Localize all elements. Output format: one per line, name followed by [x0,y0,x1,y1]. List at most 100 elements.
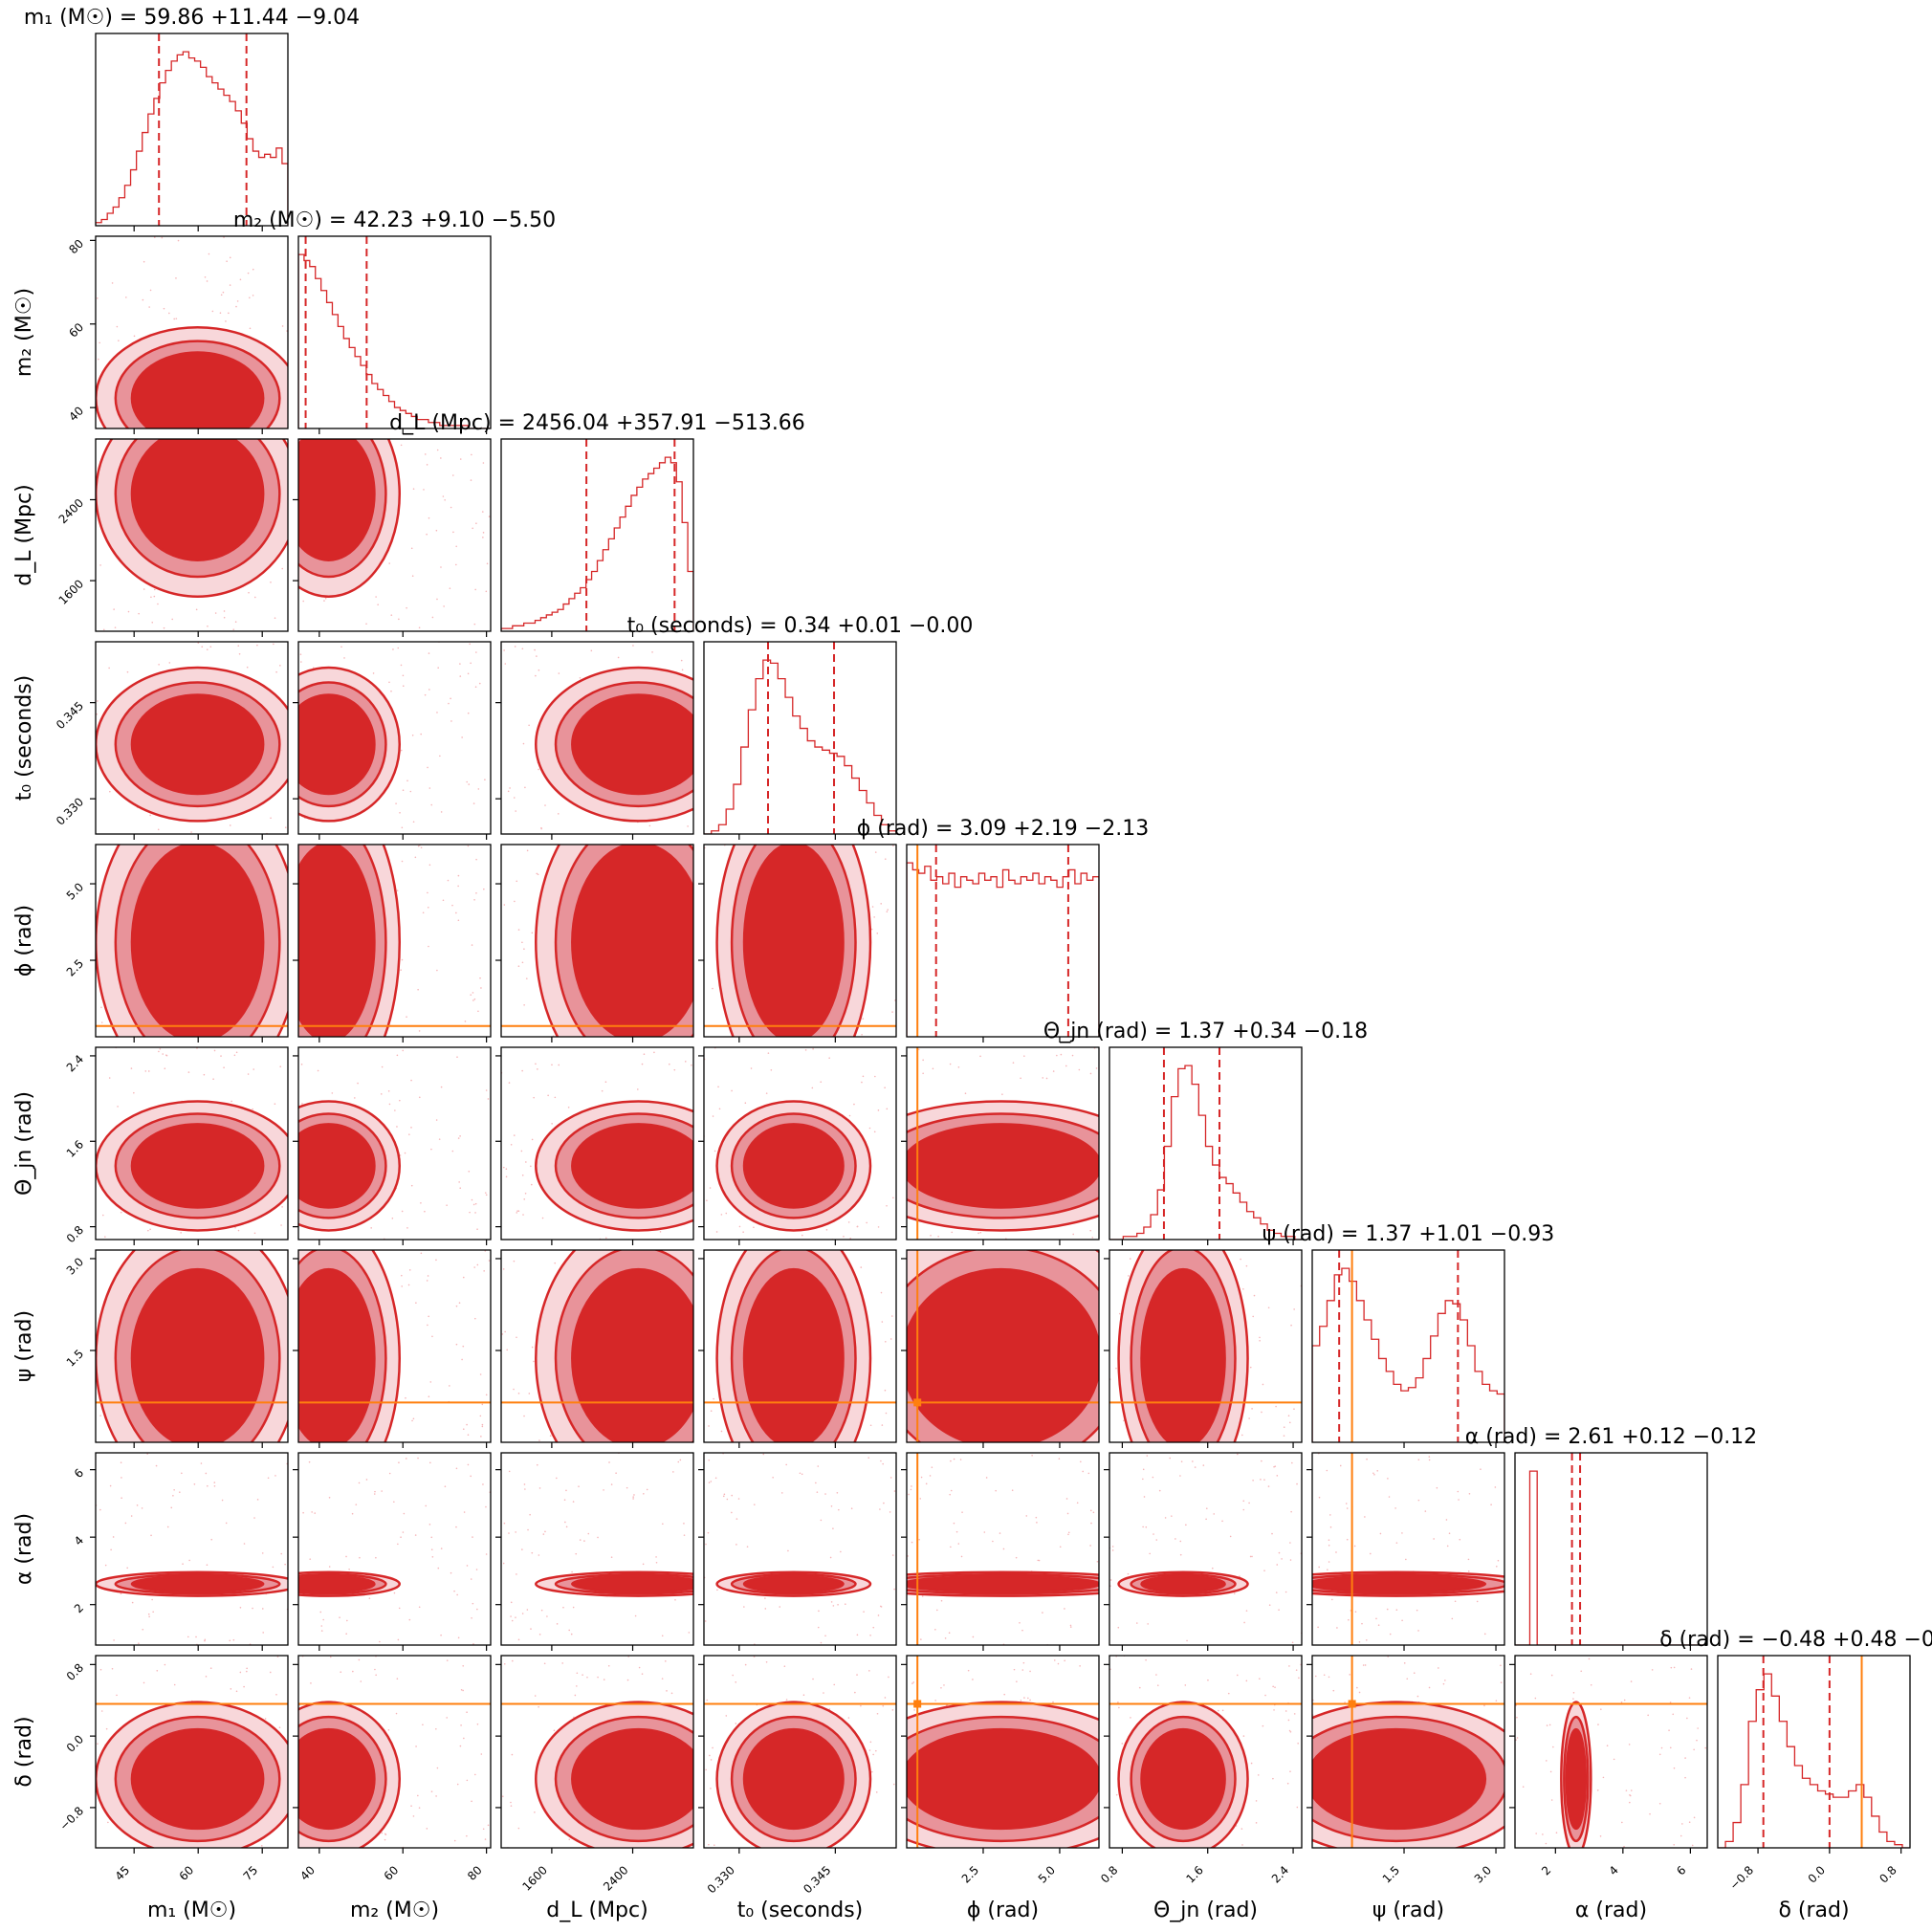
sample-point [195,1636,197,1638]
panel-t0-vs-m1 [90,641,289,840]
contour-level-1 [742,1574,845,1593]
sample-point [1629,1801,1631,1804]
sample-point [340,646,342,648]
sample-point [738,1225,741,1228]
sample-point [417,845,420,847]
sample-point [480,987,482,989]
sample-point [483,1270,485,1272]
sample-point [157,603,159,605]
sample-point [936,1609,938,1612]
sample-point [820,1519,823,1522]
sample-point [521,1548,523,1550]
sample-point [531,1346,534,1349]
sample-point [922,1072,924,1075]
sample-point [1240,1258,1241,1261]
panel-frame [500,438,694,632]
sample-point [1241,1844,1243,1846]
sample-point [397,647,400,649]
sample-point [521,941,523,944]
sample-point [109,790,111,793]
panel-m2-vs-m1 [90,235,289,434]
sample-point [456,1056,458,1058]
sample-point [1029,1670,1031,1673]
y-tick-label-dL: 1600 [56,577,86,606]
sample-point [1375,1617,1377,1620]
sample-point [365,623,367,626]
sample-point [670,1692,673,1695]
sample-point [420,846,423,849]
sample-point [558,1064,560,1066]
sample-point [428,516,430,519]
sample-point [1202,1464,1205,1466]
sample-point [767,1052,770,1054]
sample-point [1416,1695,1419,1698]
sample-point [634,1614,637,1617]
sample-point [753,1656,756,1658]
sample-point [229,1639,231,1642]
sample-point [1155,1539,1158,1541]
panel-t0-vs-m2 [293,641,492,840]
sample-point [474,1212,476,1214]
sample-point [452,531,454,534]
sample-point [871,1770,873,1773]
sample-point [1284,1591,1287,1593]
sample-point [466,1834,468,1837]
sample-point [149,1228,151,1231]
sample-point [406,779,408,782]
sample-point [1332,1689,1335,1692]
sample-point [410,1127,412,1129]
sample-point [812,1678,814,1680]
sample-point [880,903,883,905]
contour-level-1 [1140,1727,1226,1831]
sample-point [816,1491,819,1493]
sample-point [237,645,240,647]
sample-point [1035,1516,1038,1519]
sample-point [1283,1426,1285,1429]
sample-point [422,1723,424,1726]
sample-point [884,1697,887,1699]
panel-frame [95,1655,289,1849]
sample-point [525,1161,527,1163]
sample-point [235,1690,238,1693]
sample-point [1023,1055,1025,1057]
sample-point [1296,1482,1298,1485]
sample-point [246,1670,248,1673]
sample-point [209,1667,212,1669]
sample-point [626,1679,629,1681]
sample-point [1288,1729,1291,1732]
sample-point [783,1665,786,1667]
panel-frame [95,1046,289,1240]
sample-point [417,988,419,991]
sample-point [1629,1794,1631,1796]
sample-point [116,325,119,328]
sample-point [314,1512,317,1514]
sample-point [398,618,400,621]
y-tick-label-m2: 40 [66,404,86,424]
sample-point [1143,1496,1146,1498]
sample-point [799,1472,801,1475]
sample-point [464,1021,467,1022]
sample-point [517,1210,520,1212]
sample-point [401,958,404,961]
sample-point [1649,1812,1651,1815]
sample-point [1089,1509,1092,1512]
sample-point [604,1081,607,1083]
sample-point [504,663,507,665]
title-t0: t₀ (seconds) = 0.34 +0.01 −0.00 [627,614,974,638]
contour-level-1 [298,439,376,561]
x-tick-label-delta: −0.8 [1727,1863,1757,1893]
sample-point [750,1067,753,1069]
sample-point [1373,1473,1375,1476]
sample-point [1121,1743,1124,1745]
sample-point [1274,1465,1277,1467]
sample-point [1497,1559,1500,1562]
sample-point [206,280,209,282]
sample-point [473,623,476,626]
sample-point [1065,1498,1068,1500]
sample-point [706,1699,709,1701]
sample-point [823,1692,824,1694]
sample-point [1572,1698,1574,1700]
sample-point [471,453,472,456]
sample-point [1331,1598,1333,1601]
